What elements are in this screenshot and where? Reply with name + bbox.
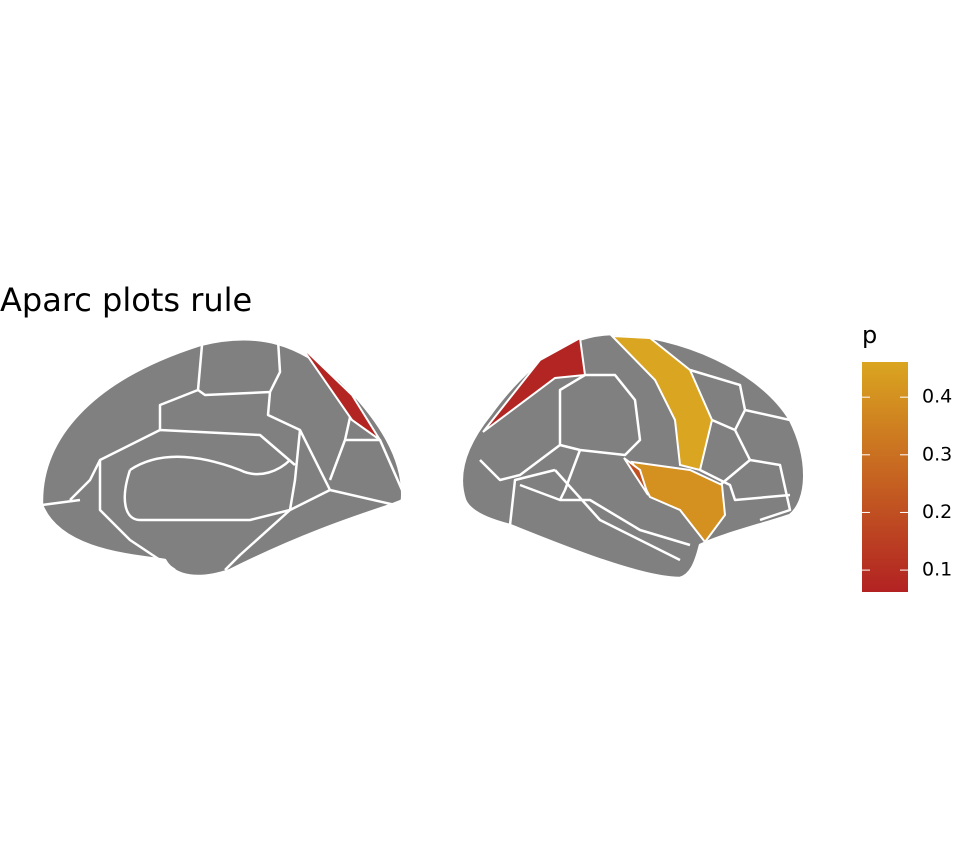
legend-title: p: [862, 321, 877, 349]
colorbar-tick-label: 0.3: [922, 443, 952, 465]
lateral-hemisphere: [460, 332, 806, 580]
chart-title: Aparc plots rule: [0, 281, 252, 319]
colorbar-tick-label: 0.2: [922, 501, 952, 523]
region: [609, 334, 714, 472]
region: [299, 344, 381, 441]
region: [623, 457, 649, 496]
medial-hemisphere: [40, 338, 404, 578]
region-border: [479, 368, 792, 562]
region: [482, 336, 587, 433]
brain-outline: [40, 338, 404, 578]
region: [630, 460, 727, 544]
colorbar: [862, 362, 908, 592]
colorbar-tick-label: 0.1: [922, 559, 952, 581]
brain-outline: [460, 332, 806, 580]
colorbar-tick-label: 0.4: [922, 386, 952, 408]
